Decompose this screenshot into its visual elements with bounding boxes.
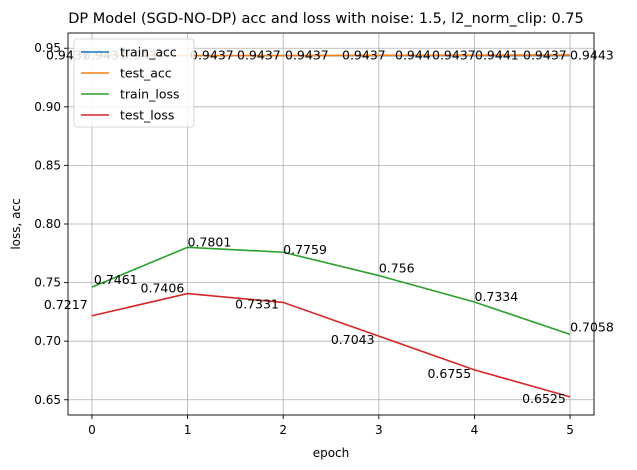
y-tick-label: 0.65 [34,393,61,407]
acc-data-label: 0.9437 [237,48,281,63]
acc-data-label: 0.9437 [190,48,234,63]
test-loss-data-label: 0.7043 [331,332,375,347]
train-loss-data-label: 0.7461 [94,272,138,287]
legend-box [73,38,195,128]
series-line-train-loss [91,246,571,336]
test-loss-data-label: 0.6755 [427,366,471,381]
x-tick-label: 2 [279,423,287,437]
test-loss-data-label: 0.7406 [141,281,185,296]
train-loss-data-label: 0.7058 [570,319,614,334]
legend-entry-label: test_acc [120,66,172,81]
legend: train_acc test_acc train_loss test_loss [73,38,195,128]
train-loss-data-label: 0.756 [379,261,415,276]
acc-data-label: 0.944 [395,48,431,63]
y-tick-label: 0.90 [34,100,61,114]
y-tick-label: 0.85 [34,158,61,172]
train-loss-data-label: 0.7334 [474,289,518,304]
x-tick-label: 0 [88,423,96,437]
acc-data-label: 0.9443 [570,48,614,63]
y-tick-label: 0.95 [34,41,61,55]
x-tick-label: 3 [375,423,383,437]
legend-entry-label: test_loss [120,108,174,123]
x-tick-label: 4 [471,423,479,437]
test-loss-data-label: 0.7217 [44,297,88,312]
acc-data-label: 0.9437 [523,48,567,63]
acc-data-label: 0.9437 [285,48,329,63]
x-axis-label: epoch [313,446,350,460]
legend-entry-label: train_acc [120,45,177,60]
y-axis-label: loss, acc [9,198,23,249]
acc-data-label: 0.9437 [342,48,386,63]
y-tick-label: 0.75 [34,276,61,290]
data-labels: 0.94370.94370.94370.94370.94370.94370.94… [44,48,614,406]
acc-data-label: 0.9441 [475,48,519,63]
y-tick-label: 0.70 [34,334,61,348]
x-tick-label: 5 [566,423,574,437]
chart-title: DP Model (SGD-NO-DP) acc and loss with n… [68,11,584,27]
series-line-test-loss [91,292,571,398]
x-tick-label: 1 [184,423,192,437]
acc-data-label: 0.9437 [432,48,476,63]
y-axis-ticks: 0.65 0.70 0.75 0.80 0.85 0.90 0.95 [34,41,68,407]
x-axis-ticks: 0 1 2 3 4 5 [88,415,574,437]
legend-entry-label: train_loss [120,87,180,102]
test-loss-data-label: 0.7331 [235,296,279,311]
train-loss-data-label: 0.7801 [188,234,232,249]
y-tick-label: 0.80 [34,217,61,231]
train-loss-data-label: 0.7759 [283,242,327,257]
test-loss-data-label: 0.6525 [522,391,566,406]
